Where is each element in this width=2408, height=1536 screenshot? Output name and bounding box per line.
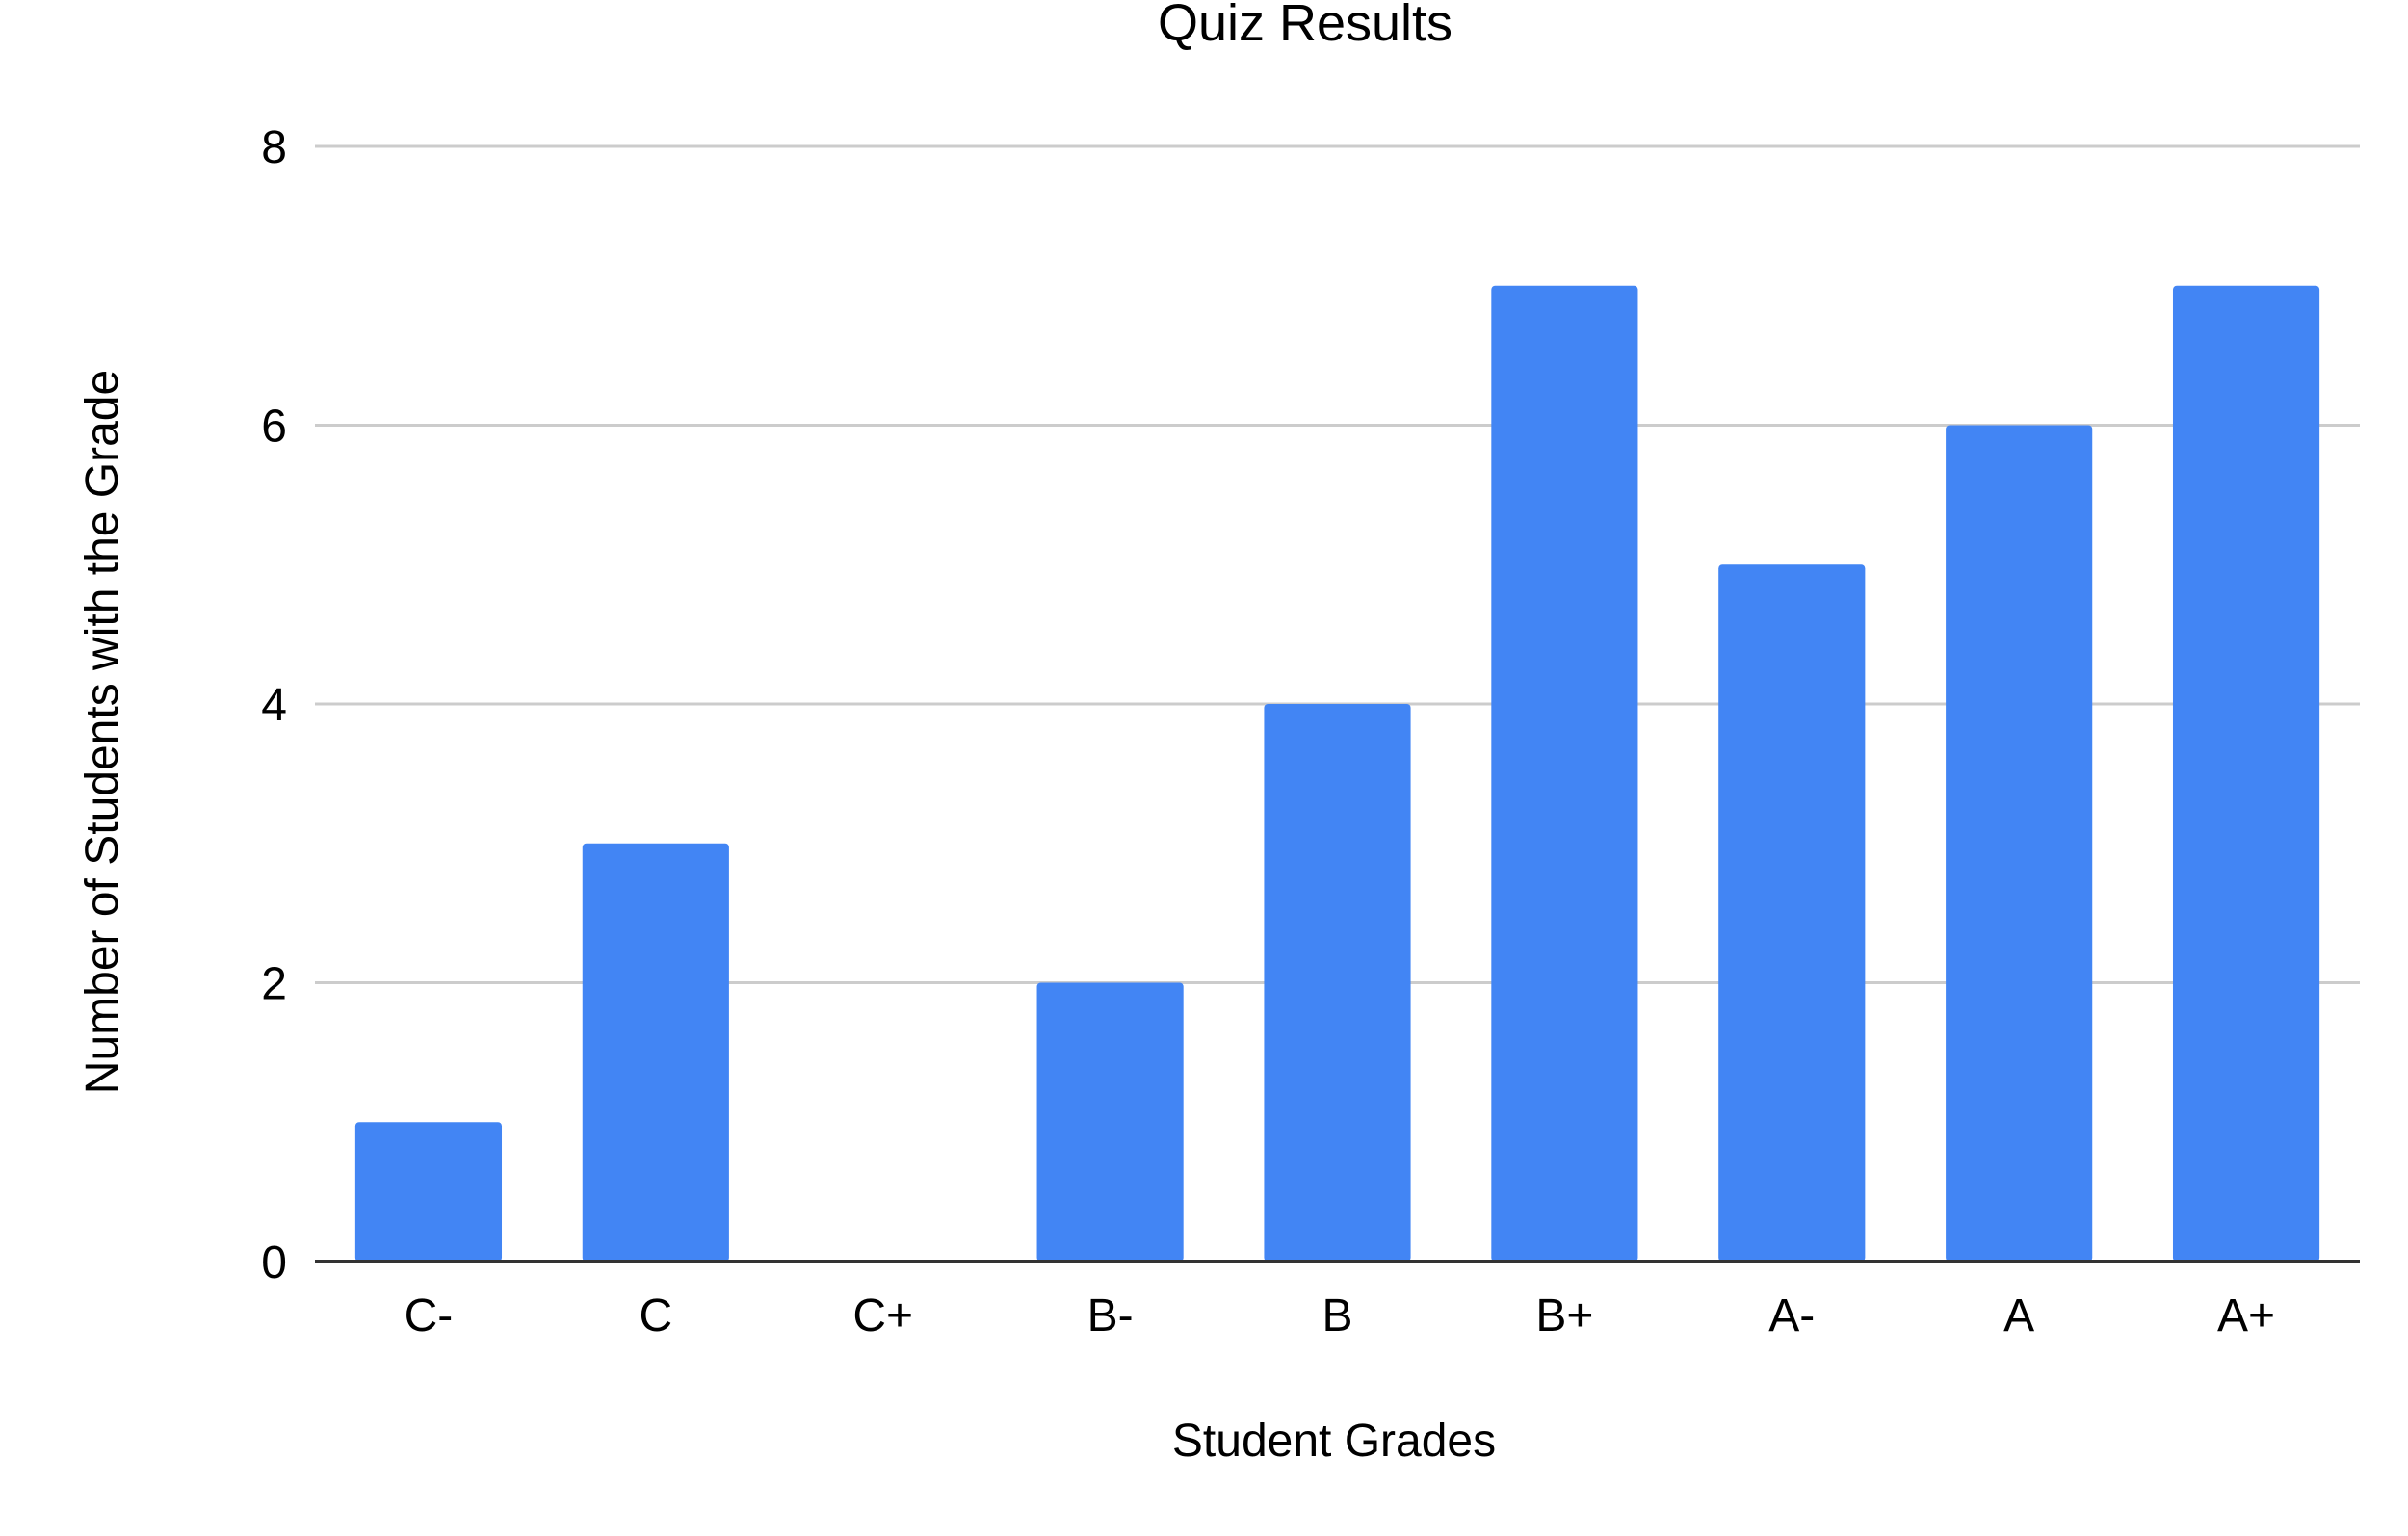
y-axis-title: Number of Students with the Grade bbox=[77, 370, 128, 1094]
bar-B bbox=[1264, 704, 1411, 1262]
bars bbox=[315, 285, 2360, 1263]
y-axis-ticks: 0 2 4 6 8 bbox=[261, 122, 287, 1289]
bar-A bbox=[1946, 425, 2093, 1262]
y-tick-label: 6 bbox=[261, 402, 287, 453]
y-tick-label: 4 bbox=[261, 680, 287, 731]
x-axis-ticks: C- C C+ B- B B+ A- A A+ bbox=[405, 1290, 2275, 1341]
chart-title: Quiz Results bbox=[1158, 0, 1453, 52]
x-tick-label: A+ bbox=[2217, 1290, 2275, 1341]
x-axis-title: Student Grades bbox=[1172, 1416, 1496, 1467]
x-tick-label: C- bbox=[405, 1290, 454, 1341]
x-tick-label: C bbox=[639, 1290, 672, 1341]
y-tick-label: 8 bbox=[261, 122, 287, 173]
x-tick-label: A bbox=[2003, 1290, 2034, 1341]
bar-B+ bbox=[1491, 285, 1638, 1262]
x-tick-label: A- bbox=[1768, 1290, 1815, 1341]
y-tick-label: 2 bbox=[261, 959, 287, 1010]
y-tick-label: 0 bbox=[261, 1237, 287, 1289]
x-tick-label: B bbox=[1322, 1290, 1352, 1341]
bar-A+ bbox=[2172, 285, 2320, 1262]
x-tick-label: B+ bbox=[1535, 1290, 1593, 1341]
bar-C- bbox=[354, 1122, 503, 1262]
bar-A- bbox=[1718, 564, 1866, 1262]
bar-C bbox=[582, 843, 729, 1262]
bar-B- bbox=[1036, 982, 1184, 1262]
x-tick-label: B- bbox=[1087, 1290, 1134, 1341]
x-tick-label: C+ bbox=[852, 1290, 913, 1341]
